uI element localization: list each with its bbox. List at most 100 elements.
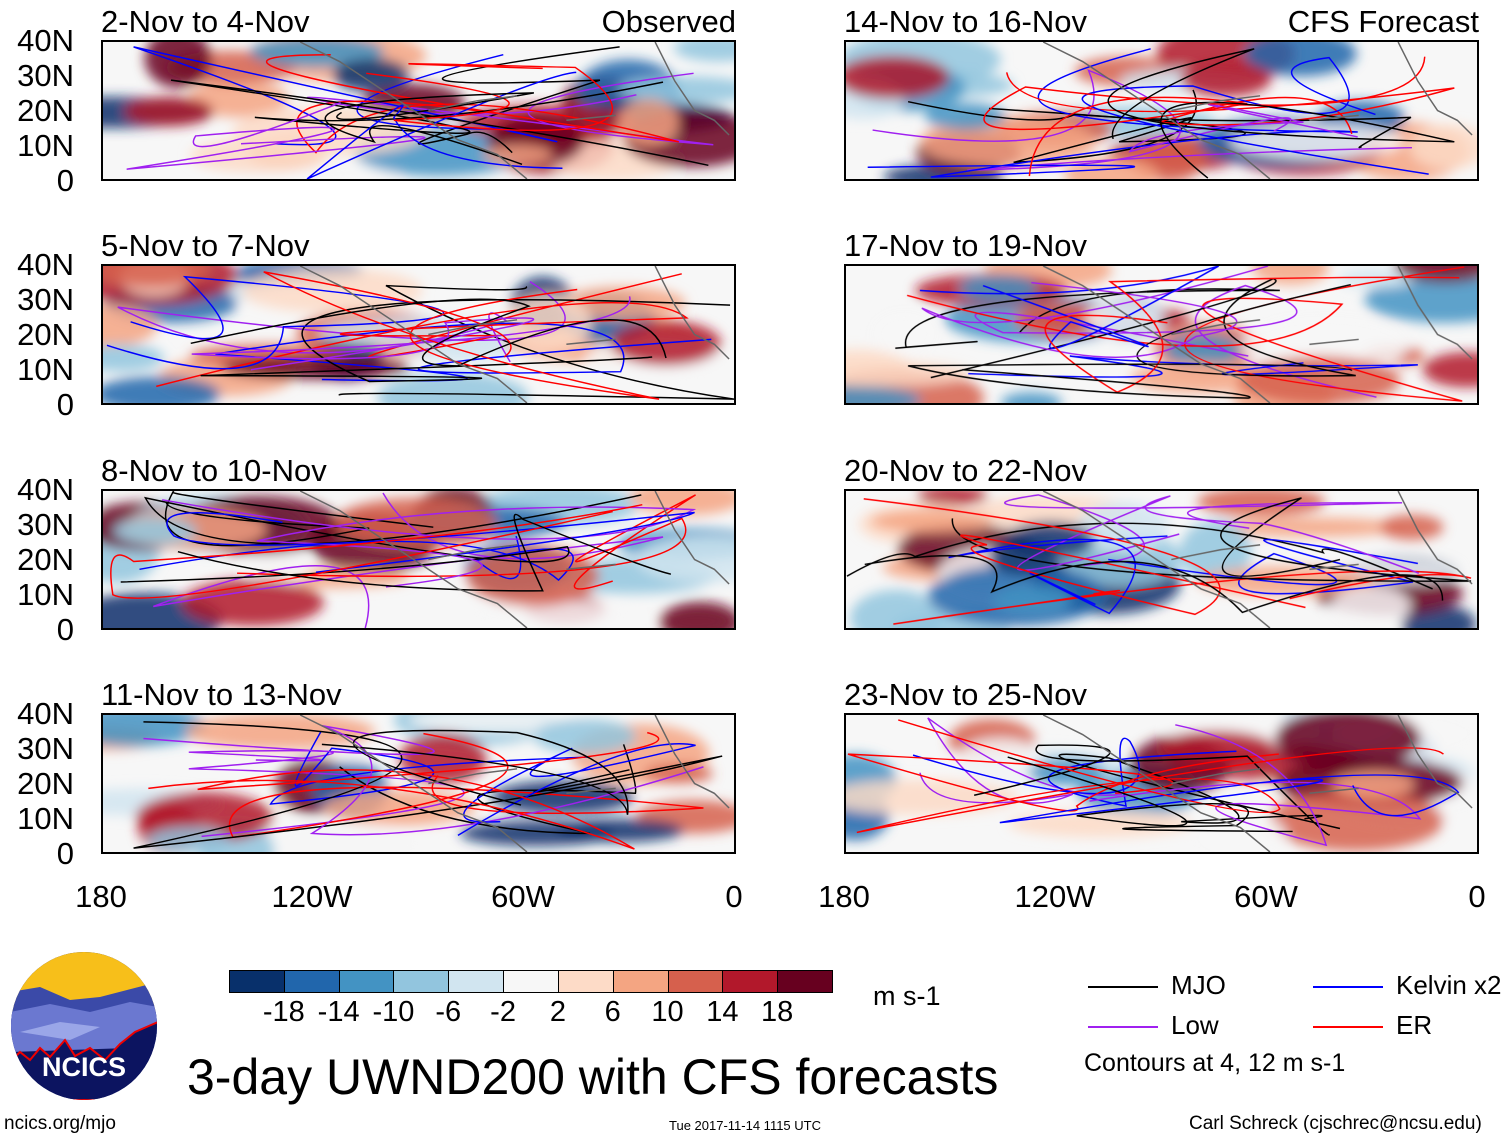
contour-line — [895, 288, 1280, 349]
wind-anomaly-region — [189, 137, 328, 174]
contour-line — [177, 513, 672, 592]
coastline — [1042, 42, 1473, 179]
contour-line — [200, 299, 731, 383]
contour-line — [846, 522, 1433, 590]
y-tick-label: 40N — [17, 247, 74, 282]
x-tick-label: 60W — [491, 879, 555, 914]
map-panel — [844, 264, 1479, 405]
panel-title: 2-Nov to 4-Nov — [101, 4, 310, 39]
contour-line — [974, 744, 1330, 836]
wind-anomaly-region — [959, 274, 1039, 303]
x-tick-label: 0 — [725, 879, 743, 914]
colorbar-label: 10 — [651, 996, 684, 1028]
contour-line — [1044, 276, 1460, 394]
colorbar-label: 14 — [706, 996, 739, 1028]
contour-line — [143, 725, 704, 836]
contour-line — [266, 53, 679, 154]
panel-title: 23-Nov to 25-Nov — [844, 677, 1087, 712]
wind-anomaly-region — [187, 80, 289, 118]
logo-text: NCICS — [42, 1052, 126, 1082]
y-tick-label: 40N — [17, 696, 74, 731]
wind-anomaly-region — [399, 732, 487, 784]
x-tick-label: 180 — [75, 879, 127, 914]
coastline — [299, 491, 730, 628]
y-tick-label: 20N — [17, 766, 74, 801]
wind-anomaly-region — [483, 144, 553, 165]
contour-line — [1058, 753, 1341, 830]
contour-line — [418, 46, 620, 154]
wind-anomaly-region — [112, 517, 198, 545]
contour-line — [170, 79, 709, 167]
contour-line — [215, 322, 712, 382]
legend-label: Kelvin x2 — [1396, 970, 1502, 1000]
wind-anomaly-region — [673, 42, 734, 62]
legend-line — [1088, 1026, 1158, 1028]
contour-line — [188, 749, 465, 838]
y-tick-label: 20N — [17, 317, 74, 352]
colorbar-label: -18 — [262, 996, 305, 1028]
contour-line — [893, 570, 1472, 625]
wind-anomaly-region — [846, 385, 921, 403]
contour-line — [228, 732, 704, 839]
wind-anomaly-region — [1331, 585, 1410, 628]
wind-anomaly-region — [332, 58, 410, 92]
wind-anomaly-region — [1332, 770, 1415, 799]
contour-line — [156, 273, 689, 388]
wind-anomaly-region — [1008, 809, 1193, 838]
colorbar-units: m s-1 — [873, 981, 941, 1011]
contour-line — [906, 266, 1465, 402]
wind-anomaly-region — [1244, 42, 1357, 77]
y-tick-label: 0 — [56, 836, 74, 871]
colorbar-swatch — [448, 970, 505, 993]
legend-label: Low — [1171, 1010, 1219, 1040]
wind-anomaly-region — [870, 509, 993, 534]
wind-anomaly-region — [872, 311, 936, 356]
wind-anomaly-region — [1165, 334, 1241, 366]
contour-line — [1016, 495, 1420, 574]
footer-timestamp: Tue 2017-11-14 1115 UTC — [669, 1118, 821, 1133]
wind-anomaly-region — [246, 550, 311, 586]
y-tick-label: 30N — [17, 282, 74, 317]
wind-anomaly-region — [1215, 517, 1407, 537]
panel-title: 5-Nov to 7-Nov — [101, 228, 310, 263]
y-tick-label: 40N — [17, 472, 74, 507]
y-tick-label: 10N — [17, 128, 74, 163]
contour-line — [366, 63, 614, 132]
coastline — [299, 42, 730, 179]
y-tick-label: 10N — [17, 577, 74, 612]
contour-note: Contours at 4, 12 m s-1 — [1084, 1049, 1346, 1077]
wind-anomaly-region — [103, 304, 158, 348]
wind-anomaly-region — [103, 344, 165, 372]
colorbar-swatch — [393, 970, 450, 993]
legend-label: MJO — [1171, 970, 1226, 1000]
colorbar-label: -10 — [372, 996, 415, 1028]
colorbar-swatch — [777, 970, 833, 993]
wind-anomaly-region — [533, 718, 637, 755]
contour-line — [864, 555, 1444, 614]
contour-line — [1004, 494, 1403, 567]
colorbar-swatch — [612, 970, 669, 993]
wind-anomaly-region — [103, 266, 210, 288]
colorbar-swatch — [667, 970, 724, 993]
colorbar-swatch — [503, 970, 559, 993]
y-tick-label: 10N — [17, 352, 74, 387]
colorbar-label: 2 — [549, 996, 566, 1028]
wind-anomaly-region — [1337, 268, 1415, 289]
panel-title: 17-Nov to 19-Nov — [844, 228, 1087, 263]
wind-anomaly-region — [1238, 356, 1401, 403]
wind-anomaly-region — [1000, 392, 1062, 403]
colorbar-swatch — [229, 970, 285, 993]
legend-line — [1088, 986, 1158, 988]
colorbar-label: -6 — [435, 996, 462, 1028]
coastline — [1042, 491, 1473, 628]
colorbar-label: -2 — [490, 996, 516, 1028]
wind-anomaly-region — [1267, 790, 1444, 852]
map-panel — [101, 40, 736, 181]
wind-anomaly-region — [460, 600, 635, 628]
wind-anomaly-region — [282, 831, 427, 852]
ncics-logo: NCICS — [10, 952, 158, 1100]
contour-line — [1005, 72, 1455, 135]
footer-url[interactable]: ncics.org/mjo — [4, 1113, 116, 1134]
legend-line — [1313, 986, 1383, 988]
contour-line — [948, 535, 1168, 615]
